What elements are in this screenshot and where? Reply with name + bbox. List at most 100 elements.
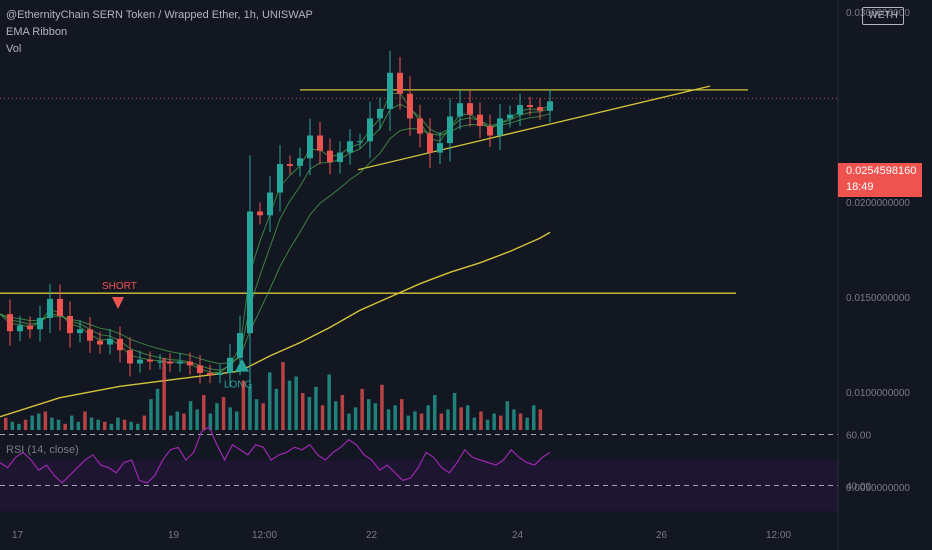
x-tick-label: 22	[366, 530, 378, 541]
candle	[107, 338, 113, 345]
volume-bar	[472, 417, 477, 430]
volume-bar	[492, 413, 496, 430]
volume-bar	[235, 411, 239, 430]
volume-bar	[485, 419, 490, 430]
volume-bar	[136, 423, 140, 430]
volume-bar	[241, 380, 246, 430]
candle	[547, 101, 553, 111]
volume-bar	[439, 413, 444, 430]
candle	[397, 72, 403, 94]
volume-bar	[380, 384, 384, 430]
volume-bar	[287, 380, 292, 430]
short-signal-label: SHORT	[102, 281, 137, 292]
indicator-ema-ribbon[interactable]: EMA Ribbon	[6, 26, 68, 38]
candle	[227, 357, 233, 373]
y-tick-label: 0.0050000000	[846, 483, 910, 494]
candle	[297, 158, 303, 166]
currency-badge[interactable]: WETH	[862, 7, 904, 25]
candle	[137, 359, 143, 364]
volume-bar	[149, 399, 153, 430]
candle	[117, 338, 123, 351]
y-tick-label: 0.0100000000	[846, 388, 910, 399]
candle	[87, 329, 93, 341]
volume-bar	[56, 419, 61, 430]
volume-bar	[70, 415, 74, 430]
candle	[307, 135, 313, 159]
volume-bar	[400, 399, 404, 430]
short-signal-arrow	[112, 297, 124, 309]
volume-bar	[347, 413, 351, 430]
volume-bar	[4, 417, 8, 430]
volume-bar	[512, 409, 516, 430]
rsi-line	[0, 426, 551, 484]
candle	[127, 350, 133, 364]
candle	[437, 143, 443, 153]
candle	[287, 164, 293, 166]
candle	[7, 314, 13, 332]
bar-countdown: 18:49	[846, 181, 874, 193]
volume-bar	[532, 405, 536, 430]
volume-bar	[538, 409, 543, 430]
candle	[317, 135, 323, 151]
volume-bar	[367, 399, 371, 430]
candle	[47, 298, 53, 318]
candle	[387, 72, 393, 109]
ema-200-line	[0, 231, 551, 418]
candle	[207, 373, 213, 375]
volume-bar	[208, 413, 213, 430]
candle	[77, 329, 83, 334]
candle	[277, 164, 283, 193]
candle	[157, 361, 163, 363]
candle	[457, 103, 463, 117]
candle	[217, 373, 223, 375]
candle	[507, 114, 513, 119]
candle	[37, 317, 43, 330]
volume-bar	[103, 421, 107, 430]
candle	[537, 107, 543, 111]
candle	[337, 152, 343, 163]
candle	[267, 192, 273, 216]
y-tick-label: 0.0200000000	[846, 198, 910, 209]
volume-bar	[268, 372, 272, 430]
volume-bar	[505, 401, 510, 430]
x-tick-label: 26	[656, 530, 668, 541]
candle	[67, 316, 73, 334]
rsi-upper-label: 60.00	[846, 431, 871, 442]
volume-bar	[63, 423, 67, 430]
rsi-label[interactable]: RSI (14, close)	[6, 444, 79, 456]
volume-bar	[466, 405, 470, 430]
indicator-volume[interactable]: Vol	[6, 43, 22, 55]
y-tick-label: 0.0300000000	[846, 8, 910, 19]
rsi-lower-label: 40.00	[846, 482, 871, 493]
candle	[517, 105, 523, 115]
volume-bar	[221, 397, 226, 430]
rising-trendline	[357, 85, 711, 171]
volume-bar	[248, 386, 252, 430]
current-price-value: 0.0254598160	[846, 165, 917, 177]
volume-bar	[76, 421, 81, 430]
candle	[257, 211, 263, 216]
volume-bar	[83, 411, 87, 430]
volume-bar	[281, 362, 285, 430]
volume-bar	[169, 415, 173, 430]
volume-bar	[307, 397, 312, 430]
candle	[467, 103, 473, 115]
volume-bar	[499, 415, 503, 430]
volume-bar	[17, 423, 21, 430]
volume-bar	[37, 413, 41, 430]
volume-bar	[360, 388, 364, 430]
volume-bar	[419, 413, 424, 430]
volume-bar	[116, 417, 120, 430]
long-signal-label: LONG	[224, 380, 253, 391]
volume-bar	[274, 388, 279, 430]
volume-bar	[129, 421, 133, 430]
candle	[377, 108, 383, 119]
candle	[177, 361, 183, 364]
candle	[147, 359, 153, 362]
x-tick-label: 24	[512, 530, 524, 541]
volume-bar	[23, 419, 28, 430]
candle	[167, 361, 173, 364]
volume-bar	[155, 388, 160, 430]
volume-bar	[43, 411, 48, 430]
